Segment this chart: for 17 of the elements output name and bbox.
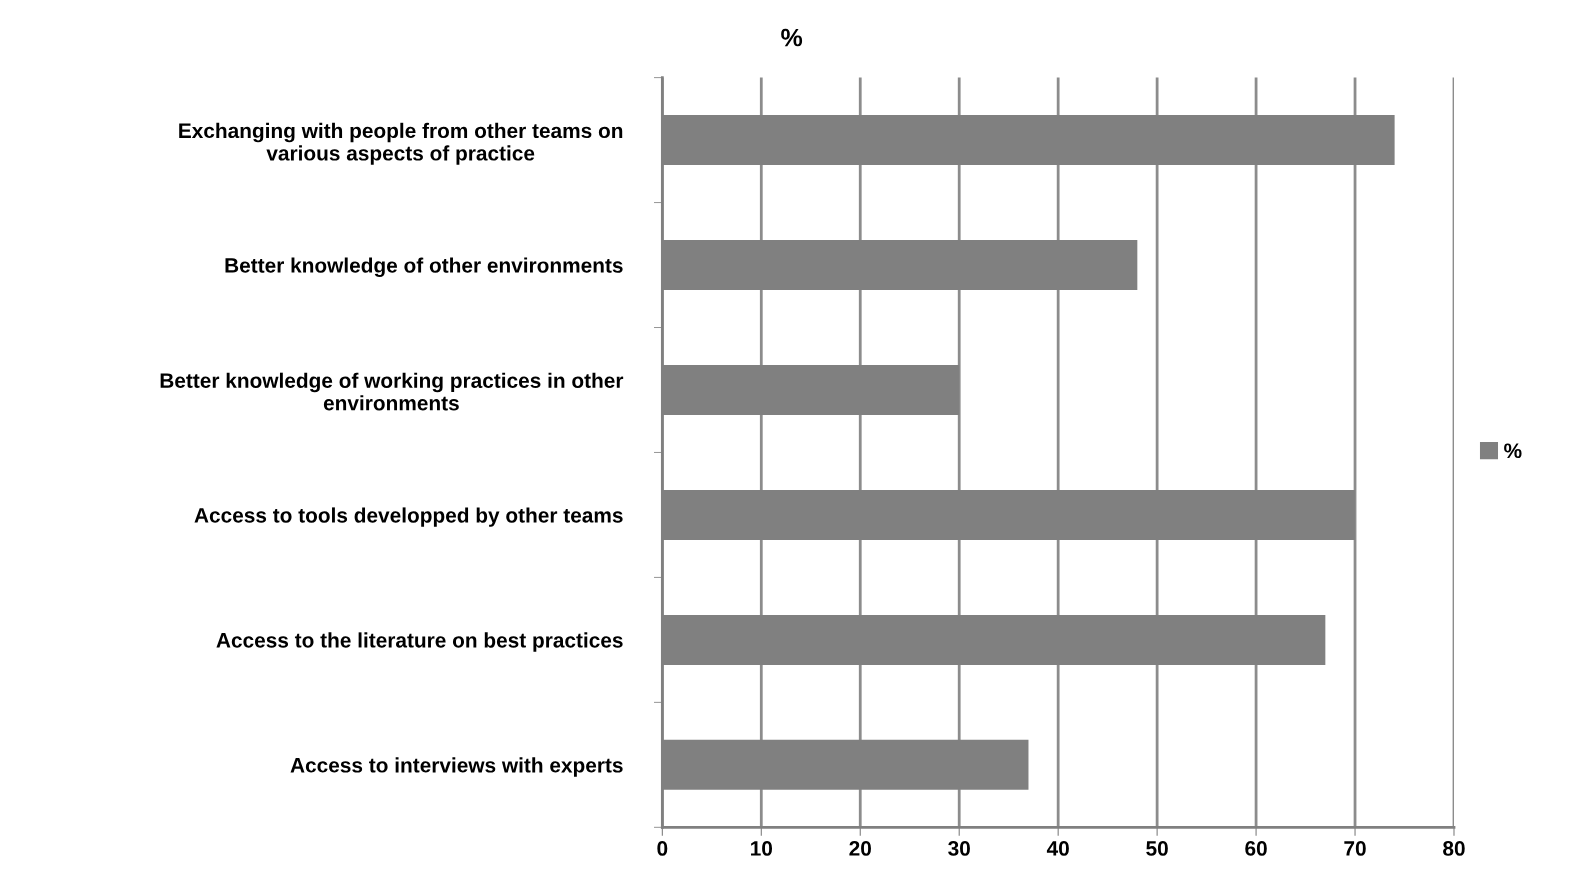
chart-title: % bbox=[781, 28, 803, 47]
x-tick-label: 70 bbox=[1344, 841, 1366, 856]
x-tick-label: 30 bbox=[948, 841, 970, 856]
x-tick-label: 20 bbox=[849, 841, 871, 856]
y-tick-label: Access to the literature on best practices bbox=[216, 632, 623, 652]
x-tick-label: 40 bbox=[1046, 841, 1069, 856]
x-tick-label: 60 bbox=[1245, 841, 1267, 856]
x-tick-label: 50 bbox=[1146, 841, 1168, 856]
y-tick-label: Access to interviews with experts bbox=[290, 757, 623, 777]
y-tick-label: Better knowledge of working practices in other environments bbox=[160, 372, 624, 411]
x-tick-label: 80 bbox=[1443, 841, 1465, 856]
x-tick-label: 10 bbox=[751, 841, 773, 856]
legend-label: % bbox=[1504, 443, 1522, 459]
y-tick-label: Better knowledge of other environments bbox=[225, 257, 623, 277]
y-tick-label: Access to tools developped by other teams bbox=[194, 507, 623, 527]
x-tick-label: 0 bbox=[657, 841, 668, 856]
y-tick-label: Exchanging with people from other teams on various aspects of practice bbox=[179, 122, 623, 165]
